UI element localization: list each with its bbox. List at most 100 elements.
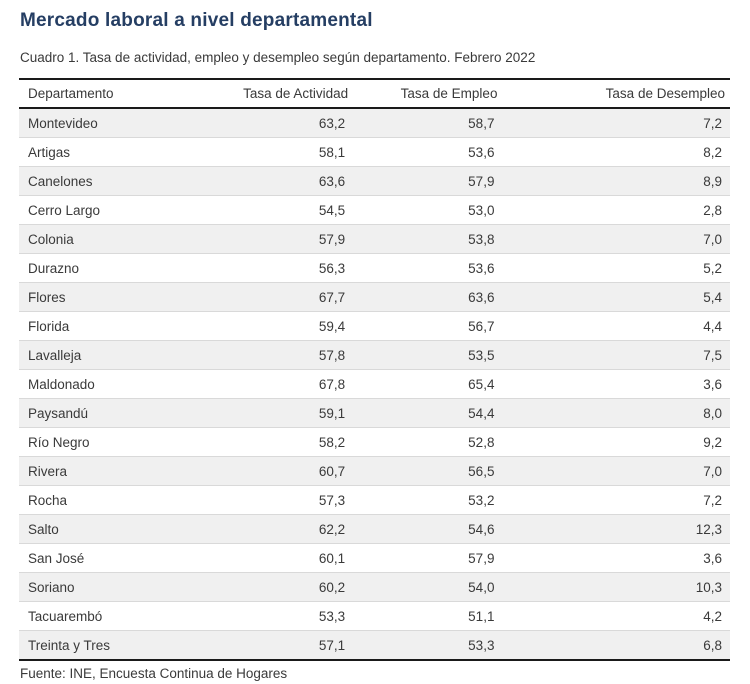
value-cell: 63,6 xyxy=(232,166,354,196)
value-cell: 53,0 xyxy=(353,195,503,225)
value-cell: 53,8 xyxy=(353,224,503,254)
value-cell: 52,8 xyxy=(353,427,503,457)
value-cell: 54,5 xyxy=(232,195,354,225)
department-cell: Tacuarembó xyxy=(19,601,233,631)
page-title: Mercado laboral a nivel departamental xyxy=(20,10,373,31)
value-cell: 57,8 xyxy=(232,340,354,370)
value-cell: 56,7 xyxy=(353,311,503,341)
table-row: Montevideo 63,2 58,7 7,2 xyxy=(19,108,730,138)
value-cell: 56,3 xyxy=(232,253,354,283)
table-row: Cerro Largo 54,5 53,0 2,8 xyxy=(19,195,730,225)
department-cell: Soriano xyxy=(19,572,233,602)
value-cell: 54,0 xyxy=(353,572,503,602)
value-cell: 8,2 xyxy=(502,137,730,167)
department-cell: Maldonado xyxy=(19,369,233,399)
value-cell: 58,2 xyxy=(232,427,354,457)
department-cell: Paysandú xyxy=(19,398,233,428)
value-cell: 4,4 xyxy=(502,311,730,341)
table-row: Flores 67,7 63,6 5,4 xyxy=(19,282,730,312)
table-row: Maldonado 67,8 65,4 3,6 xyxy=(19,369,730,399)
value-cell: 10,3 xyxy=(502,572,730,602)
value-cell: 63,2 xyxy=(232,108,354,138)
value-cell: 2,8 xyxy=(502,195,730,225)
value-cell: 54,4 xyxy=(353,398,503,428)
department-cell: Treinta y Tres xyxy=(28,637,111,653)
value-cell: 7,0 xyxy=(502,224,730,254)
table-row: Artigas 58,1 53,6 8,2 xyxy=(19,137,730,167)
column-header-tasa-actividad: Tasa de Actividad xyxy=(232,79,354,109)
source-note: Fuente: INE, Encuesta Continua de Hogare… xyxy=(20,666,288,681)
value-cell: 56,5 xyxy=(353,456,503,486)
value-cell: 4,2 xyxy=(502,601,730,631)
value-cell: 57,9 xyxy=(353,543,503,573)
table-body: Montevideo 63,2 58,7 7,2 Artigas 58,1 53,6 8,2 C… xyxy=(19,108,730,660)
column-header-departamento: Departamento xyxy=(19,79,233,109)
table-row: Colonia 57,9 53,8 7,0 xyxy=(19,224,730,254)
value-cell: 59,4 xyxy=(232,311,354,341)
value-cell: 53,3 xyxy=(468,637,495,653)
department-cell: Rocha xyxy=(19,485,233,515)
value-cell: 7,2 xyxy=(502,485,730,515)
value-cell: 57,1 xyxy=(318,637,346,653)
header-row: Departamento Tasa de Actividad Tasa de E… xyxy=(19,79,730,109)
table-row: Río Negro 58,2 52,8 9,2 xyxy=(19,427,730,457)
table-row: Lavalleja 57,8 53,5 7,5 xyxy=(19,340,730,370)
department-cell: Flores xyxy=(19,282,233,312)
value-cell: 53,3 xyxy=(232,601,354,631)
value-cell: 60,1 xyxy=(232,543,354,573)
value-cell: 53,5 xyxy=(353,340,503,370)
department-cell: Lavalleja xyxy=(19,340,233,370)
value-cell: 60,7 xyxy=(232,456,354,486)
value-cell: 53,6 xyxy=(353,253,503,283)
table-row: Rivera 60,7 56,5 7,0 xyxy=(19,456,730,486)
value-cell: 59,1 xyxy=(232,398,354,428)
table-header: Departamento Tasa de Actividad Tasa de E… xyxy=(19,79,730,109)
department-cell: San José xyxy=(19,543,233,573)
value-cell: 53,2 xyxy=(353,485,503,515)
value-cell: 67,7 xyxy=(232,282,354,312)
department-cell: Salto xyxy=(19,514,233,544)
department-cell: Colonia xyxy=(19,224,233,254)
department-cell: Canelones xyxy=(19,166,233,196)
value-cell: 7,2 xyxy=(502,108,730,138)
department-cell: Florida xyxy=(19,311,233,341)
value-cell: 60,2 xyxy=(232,572,354,602)
table-row: Durazno 56,3 53,6 5,2 xyxy=(19,253,730,283)
table-row: Paysandú 59,1 54,4 8,0 xyxy=(19,398,730,428)
table-row: Salto 62,2 54,6 12,3 xyxy=(19,514,730,544)
department-cell: Cerro Largo xyxy=(19,195,233,225)
value-cell: 58,1 xyxy=(232,137,354,167)
department-cell: Rivera xyxy=(19,456,233,486)
table-row: Treinta y Tres 57,1 53,3 6,8 xyxy=(19,630,730,660)
column-header-tasa-desempleo: Tasa de Desempleo xyxy=(502,79,730,109)
value-cell: 5,2 xyxy=(502,253,730,283)
value-cell: 3,6 xyxy=(502,543,730,573)
value-cell: 57,9 xyxy=(232,224,354,254)
table-row: San José 60,1 57,9 3,6 xyxy=(19,543,730,573)
department-cell: Artigas xyxy=(19,137,233,167)
value-cell: 7,0 xyxy=(502,456,730,486)
table-row: Tacuarembó 53,3 51,1 4,2 xyxy=(19,601,730,631)
table-row: Rocha 57,3 53,2 7,2 xyxy=(19,485,730,515)
value-cell: 54,6 xyxy=(353,514,503,544)
value-cell: 7,5 xyxy=(502,340,730,370)
table-row: Florida 59,4 56,7 4,4 xyxy=(19,311,730,341)
value-cell: 5,4 xyxy=(502,282,730,312)
value-cell: 62,2 xyxy=(232,514,354,544)
value-cell: 57,9 xyxy=(353,166,503,196)
table-row: Canelones 63,6 57,9 8,9 xyxy=(19,166,730,196)
value-cell: 3,6 xyxy=(502,369,730,399)
department-cell: Río Negro xyxy=(19,427,233,457)
value-cell: 8,9 xyxy=(502,166,730,196)
table-row: Soriano 60,2 54,0 10,3 xyxy=(19,572,730,602)
department-cell: Durazno xyxy=(19,253,233,283)
value-cell: 67,8 xyxy=(232,369,354,399)
value-cell: 51,1 xyxy=(353,601,503,631)
value-cell: 58,7 xyxy=(353,108,503,138)
value-cell: 65,4 xyxy=(353,369,503,399)
value-cell: 12,3 xyxy=(502,514,730,544)
value-cell: 63,6 xyxy=(353,282,503,312)
value-cell: 8,0 xyxy=(502,398,730,428)
value-cell: 6,8 xyxy=(703,637,722,653)
